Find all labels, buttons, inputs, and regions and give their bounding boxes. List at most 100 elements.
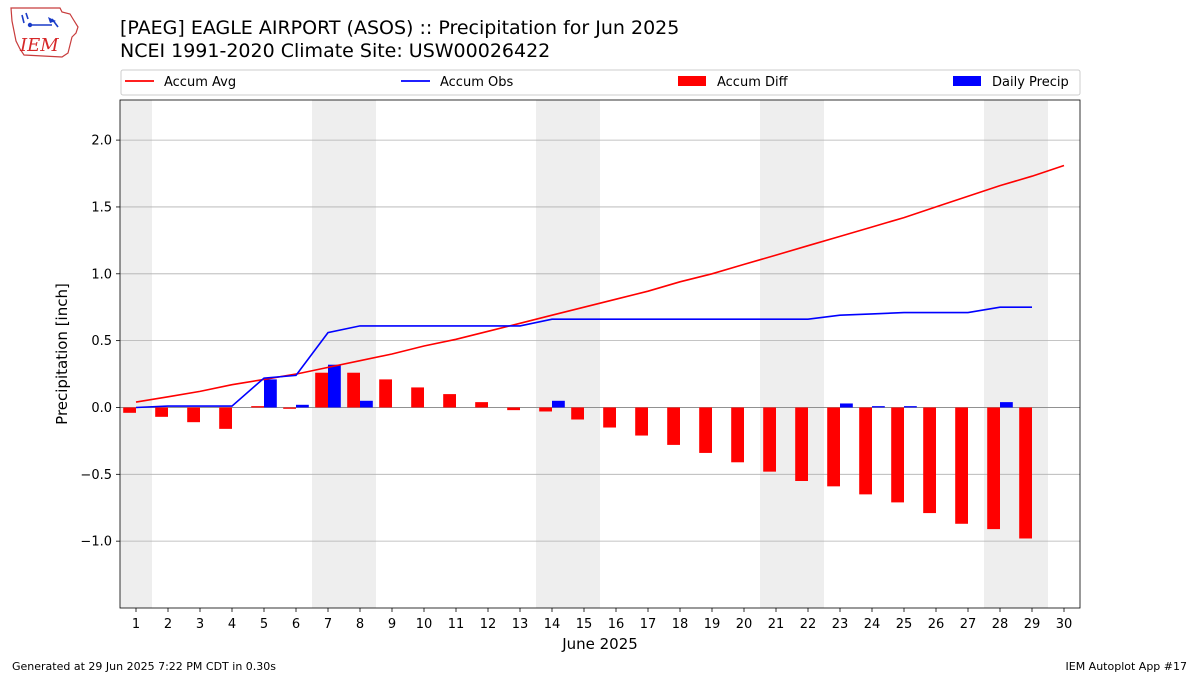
accum-diff-bar bbox=[827, 407, 840, 487]
x-tick-label: 29 bbox=[1024, 617, 1041, 632]
accum-diff-bar bbox=[891, 407, 904, 503]
daily-precip-bar bbox=[328, 364, 341, 408]
weekend-shade bbox=[536, 100, 568, 608]
x-tick-label: 19 bbox=[704, 617, 721, 632]
x-tick-label: 11 bbox=[448, 617, 465, 632]
accum-diff-bar bbox=[667, 407, 680, 445]
x-tick-label: 26 bbox=[928, 617, 945, 632]
accum-diff-bar bbox=[731, 407, 744, 463]
y-tick-label: −0.5 bbox=[80, 468, 112, 483]
accum-diff-bar bbox=[987, 407, 1000, 530]
daily-precip-bar bbox=[360, 400, 373, 408]
x-tick-label: 8 bbox=[356, 617, 364, 632]
x-tick-label: 3 bbox=[196, 617, 204, 632]
x-tick-label: 16 bbox=[608, 617, 625, 632]
daily-precip-bar bbox=[872, 406, 885, 408]
accum-diff-bar bbox=[219, 407, 232, 429]
daily-precip-bar bbox=[296, 404, 309, 408]
daily-precip-bar bbox=[552, 400, 565, 408]
accum-diff-bar bbox=[539, 407, 552, 412]
daily-precip-bar bbox=[1000, 402, 1013, 408]
y-tick-label: 1.5 bbox=[91, 200, 112, 215]
y-axis-label: Precipitation [inch] bbox=[53, 283, 71, 425]
x-tick-label: 20 bbox=[736, 617, 753, 632]
accum-diff-bar bbox=[187, 407, 200, 423]
x-tick-label: 14 bbox=[544, 617, 561, 632]
accum-diff-bar bbox=[635, 407, 648, 436]
accum-diff-bar bbox=[347, 372, 360, 408]
accum-diff-bar bbox=[123, 407, 136, 413]
accum-diff-bar bbox=[699, 407, 712, 453]
accum-diff-bar bbox=[859, 407, 872, 495]
plot-frame bbox=[119, 99, 1081, 609]
legend-swatch-daily-precip bbox=[953, 76, 981, 86]
accum-diff-bar bbox=[1019, 407, 1032, 539]
footer-generated-text: Generated at 29 Jun 2025 7:22 PM CDT in … bbox=[12, 660, 277, 673]
footer-app-label: IEM Autoplot App #17 bbox=[1065, 660, 1188, 673]
daily-precip-bar bbox=[840, 403, 853, 408]
x-tick-label: 6 bbox=[292, 617, 300, 632]
logo-text: IEM bbox=[19, 35, 59, 56]
x-tick-label: 21 bbox=[768, 617, 785, 632]
accum-diff-bar bbox=[155, 407, 168, 417]
legend-label-accum-avg: Accum Avg bbox=[164, 75, 236, 90]
legend-label-accum-diff: Accum Diff bbox=[717, 75, 789, 90]
x-tick-label: 1 bbox=[132, 617, 140, 632]
x-tick-label: 2 bbox=[164, 617, 172, 632]
y-tick-label: 1.0 bbox=[91, 267, 112, 282]
x-tick-label: 7 bbox=[324, 617, 332, 632]
x-tick-label: 10 bbox=[416, 617, 433, 632]
weekend-shade bbox=[568, 100, 600, 608]
accum-diff-bar bbox=[443, 394, 456, 408]
weekend-shade bbox=[792, 100, 824, 608]
chart-title: [PAEG] EAGLE AIRPORT (ASOS) :: Precipita… bbox=[120, 17, 680, 39]
y-tick-label: 0.5 bbox=[91, 334, 112, 349]
x-tick-label: 15 bbox=[576, 617, 593, 632]
x-tick-label: 30 bbox=[1056, 617, 1073, 632]
weekend-shade bbox=[760, 100, 792, 608]
x-tick-label: 9 bbox=[388, 617, 396, 632]
daily-precip-bar bbox=[264, 379, 277, 408]
x-tick-label: 4 bbox=[228, 617, 236, 632]
weekend-shade bbox=[984, 100, 1016, 608]
x-tick-label: 17 bbox=[640, 617, 657, 632]
x-tick-label: 22 bbox=[800, 617, 817, 632]
accum-avg-line bbox=[135, 164, 1065, 403]
weekend-shade bbox=[120, 100, 152, 608]
iem-logo: IEM bbox=[10, 7, 79, 58]
weekend-shade bbox=[312, 100, 344, 608]
accum-diff-bar bbox=[411, 387, 424, 408]
x-tick-label: 28 bbox=[992, 617, 1009, 632]
chart-subtitle: NCEI 1991-2020 Climate Site: USW00026422 bbox=[120, 40, 551, 62]
accum-diff-bar bbox=[571, 407, 584, 420]
x-tick-label: 24 bbox=[864, 617, 881, 632]
accum-diff-bar bbox=[475, 402, 488, 408]
accum-diff-bar bbox=[923, 407, 936, 514]
accum-diff-bar bbox=[603, 407, 616, 428]
accum-diff-bar bbox=[795, 407, 808, 481]
x-tick-label: 5 bbox=[260, 617, 268, 632]
accum-obs-line bbox=[135, 306, 1032, 409]
y-tick-label: −1.0 bbox=[80, 535, 112, 550]
accum-diff-bar bbox=[507, 407, 520, 411]
daily-precip-bar bbox=[904, 406, 917, 408]
x-axis-label: June 2025 bbox=[561, 635, 638, 653]
accum-diff-bar bbox=[763, 407, 776, 472]
x-tick-label: 18 bbox=[672, 617, 689, 632]
x-tick-label: 12 bbox=[480, 617, 497, 632]
y-tick-label: 2.0 bbox=[91, 134, 112, 149]
legend-box bbox=[120, 69, 1081, 96]
accum-diff-bar bbox=[955, 407, 968, 524]
x-tick-label: 27 bbox=[960, 617, 977, 632]
x-tick-label: 13 bbox=[512, 617, 529, 632]
legend-swatch-accum-diff bbox=[678, 76, 706, 86]
x-tick-label: 23 bbox=[832, 617, 849, 632]
legend-label-accum-obs: Accum Obs bbox=[440, 75, 513, 90]
accum-diff-bar bbox=[283, 407, 296, 409]
legend-label-daily-precip: Daily Precip bbox=[992, 75, 1069, 90]
accum-diff-bar bbox=[379, 379, 392, 408]
accum-diff-bar bbox=[315, 372, 328, 408]
y-tick-label: 0.0 bbox=[91, 401, 112, 416]
accum-diff-bar bbox=[251, 406, 264, 408]
